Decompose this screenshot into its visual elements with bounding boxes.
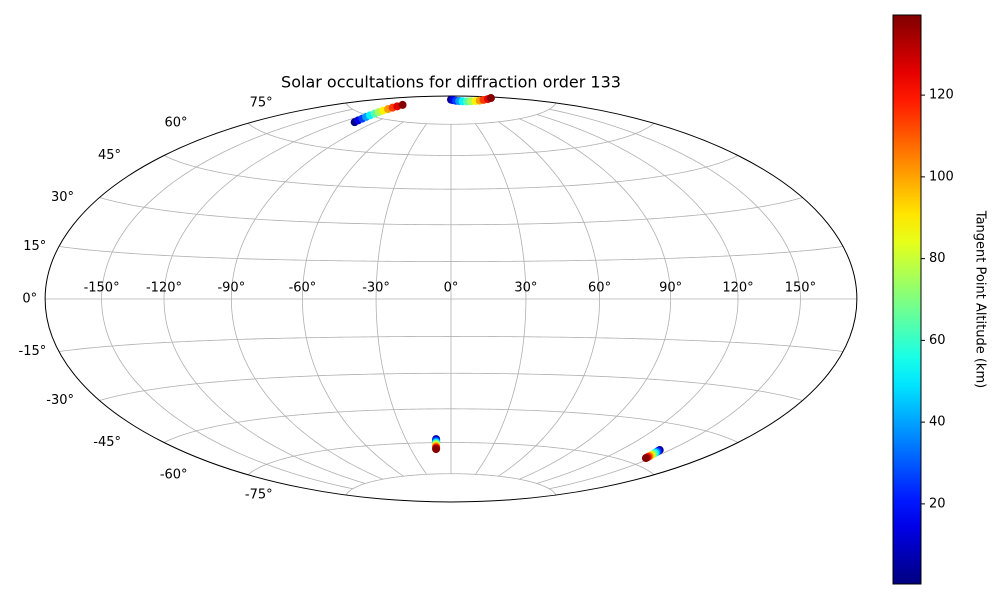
grid-line bbox=[519, 118, 672, 480]
y-tick-label: -75° bbox=[245, 488, 273, 503]
x-tick-label: 60° bbox=[588, 281, 611, 296]
colorbar-tick-label: 40 bbox=[929, 415, 946, 430]
grid-line bbox=[549, 108, 801, 490]
y-tick-label: -60° bbox=[160, 467, 188, 482]
grid bbox=[44, 95, 858, 503]
y-tick-label: 75° bbox=[250, 95, 273, 110]
y-tick-label: 45° bbox=[98, 148, 121, 163]
y-tick-label: -30° bbox=[46, 393, 74, 408]
y-tick-label: 15° bbox=[23, 239, 46, 254]
x-tick-label: -120° bbox=[146, 281, 182, 296]
marks bbox=[350, 94, 664, 463]
colorbar-tick-label: 100 bbox=[929, 169, 954, 184]
grid-line bbox=[536, 114, 739, 484]
colorbar-tick-label: 60 bbox=[929, 333, 946, 348]
y-tick-label: -45° bbox=[93, 435, 121, 450]
data-point bbox=[641, 454, 650, 463]
y-tick-label: 60° bbox=[165, 116, 188, 131]
x-tick-label: -60° bbox=[289, 281, 317, 296]
grid-line bbox=[163, 114, 366, 484]
y-tick-label: 0° bbox=[22, 292, 37, 307]
colorbar bbox=[892, 14, 922, 585]
colorbar-tick-label: 20 bbox=[929, 496, 946, 511]
x-tick-label: 90° bbox=[659, 281, 682, 296]
grid-line bbox=[375, 123, 428, 475]
x-tick-label: 150° bbox=[785, 281, 816, 296]
data-point bbox=[486, 94, 495, 103]
y-tick-label: -15° bbox=[19, 344, 47, 359]
y-tick-label: 30° bbox=[51, 190, 74, 205]
x-tick-label: -90° bbox=[217, 281, 245, 296]
grid-line bbox=[230, 118, 383, 480]
colorbar-label: Tangent Point Altitude (km) bbox=[973, 210, 988, 388]
colorbar-tick-label: 80 bbox=[929, 251, 946, 266]
grid-line bbox=[101, 108, 353, 490]
grid-line bbox=[474, 123, 527, 475]
x-tick-label: 0° bbox=[444, 281, 459, 296]
x-tick-label: -150° bbox=[84, 281, 120, 296]
x-tick-label: 120° bbox=[722, 281, 753, 296]
x-tick-label: -30° bbox=[362, 281, 390, 296]
x-tick-label: 30° bbox=[514, 281, 537, 296]
chart-title: Solar occultations for diffraction order… bbox=[281, 73, 621, 92]
grid-line bbox=[302, 121, 404, 477]
colorbar-tick-label: 120 bbox=[929, 88, 954, 103]
grid-line bbox=[498, 121, 600, 477]
data-point bbox=[398, 100, 407, 109]
data-point bbox=[432, 445, 441, 454]
